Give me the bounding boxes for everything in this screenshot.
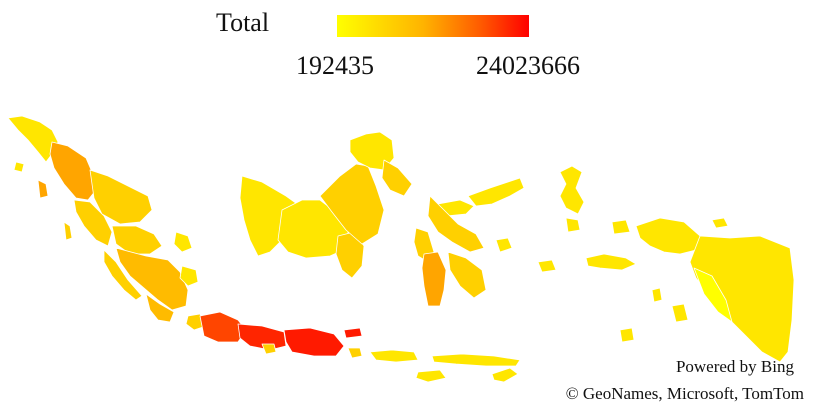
- region-aru[interactable]: [671, 303, 689, 323]
- region-raja-ampat[interactable]: [611, 219, 631, 235]
- legend-color-scale: [337, 15, 529, 37]
- legend-max-label: 24023666: [476, 51, 580, 80]
- region-south-sumatra[interactable]: [115, 247, 189, 311]
- region-south-sulawesi[interactable]: [421, 251, 447, 307]
- maluku-islands: [537, 165, 689, 343]
- region-jambi[interactable]: [111, 225, 163, 255]
- region-biak[interactable]: [711, 217, 729, 229]
- region-yogyakarta[interactable]: [261, 343, 277, 355]
- region-maluku-seram[interactable]: [585, 253, 637, 271]
- sulawesi-island: [413, 177, 525, 307]
- region-banggai[interactable]: [495, 237, 513, 253]
- region-north-sumatra[interactable]: [49, 141, 97, 201]
- region-buru[interactable]: [537, 259, 557, 273]
- papua-island: [611, 217, 795, 363]
- region-simeulue[interactable]: [13, 161, 25, 173]
- region-east-java[interactable]: [283, 327, 345, 357]
- region-west-sumatra[interactable]: [73, 199, 113, 247]
- region-central-sulawesi[interactable]: [427, 195, 485, 253]
- region-west-papua[interactable]: [635, 217, 701, 255]
- region-halmahera-south[interactable]: [565, 217, 581, 233]
- region-bangka-belitung[interactable]: [179, 265, 199, 287]
- region-bengkulu[interactable]: [103, 249, 143, 301]
- region-kalimantan-east-coast[interactable]: [381, 159, 413, 197]
- region-east-nusa-tenggara[interactable]: [431, 353, 521, 367]
- legend-title: Total: [216, 8, 270, 37]
- powered-by-text: Powered by Bing: [675, 357, 794, 376]
- region-papua[interactable]: [689, 235, 795, 363]
- region-central-java[interactable]: [237, 323, 287, 351]
- sumatra-island: [7, 115, 199, 323]
- region-papua-south-coast[interactable]: [693, 267, 733, 323]
- region-north-maluku[interactable]: [559, 165, 585, 215]
- region-lampung[interactable]: [145, 293, 175, 323]
- region-east-kalimantan[interactable]: [319, 163, 385, 245]
- region-riau-islands[interactable]: [173, 231, 193, 253]
- region-bali[interactable]: [347, 347, 363, 359]
- region-west-nusa-tenggara[interactable]: [369, 349, 419, 363]
- region-nias[interactable]: [37, 179, 49, 199]
- attribution-text: © GeoNames, Microsoft, TomTom: [565, 384, 804, 403]
- kalimantan-island: [239, 131, 413, 279]
- region-kei[interactable]: [651, 287, 663, 303]
- region-sumba[interactable]: [415, 369, 447, 383]
- region-tanimbar[interactable]: [619, 327, 635, 343]
- region-timor[interactable]: [491, 367, 519, 383]
- region-north-sulawesi[interactable]: [467, 177, 525, 207]
- region-madura[interactable]: [343, 327, 363, 339]
- legend-min-label: 192435: [296, 51, 374, 80]
- region-riau[interactable]: [89, 169, 153, 225]
- region-southeast-sulawesi[interactable]: [447, 251, 487, 299]
- region-mentawai[interactable]: [63, 221, 73, 241]
- java-island: [185, 311, 521, 383]
